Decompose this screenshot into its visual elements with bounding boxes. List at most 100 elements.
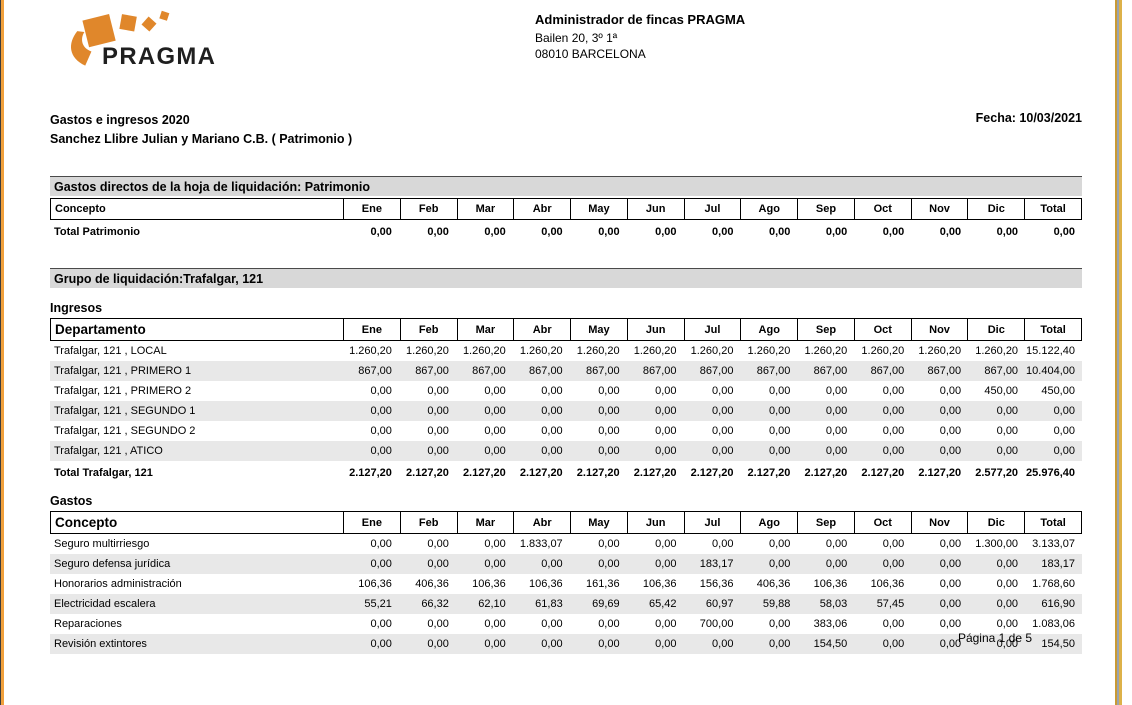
column-header-month: Dic	[967, 512, 1024, 533]
cell-value: 1.833,07	[519, 538, 563, 550]
cell-value: 0,00	[825, 425, 848, 437]
total-cell-value: 2.127,20	[576, 467, 620, 479]
cell-value: 867,00	[813, 365, 848, 377]
table-row: Revisión extintores 0,00 0,00 0,00 0,00 0,00 0…	[50, 634, 1082, 654]
cell-value: 0,00	[882, 385, 905, 397]
cell-value: 0,00	[939, 578, 962, 590]
patrimonio-table: Concepto Ene Feb Mar Abr May Jun Jul Ago Sep Oct No…	[50, 198, 1082, 244]
cell-value: 106,36	[870, 578, 905, 590]
cell-value: 0,00	[825, 558, 848, 570]
column-header-label: Concepto	[55, 203, 106, 215]
table-row: Trafalgar, 121 , LOCAL 1.260,20 1.260,20 1.…	[50, 341, 1082, 361]
cell-value: 0,00	[370, 405, 392, 417]
column-header-month: Ene	[343, 512, 400, 533]
cell-value: 1.260,20	[633, 345, 677, 357]
cell-value: 867,00	[415, 365, 449, 377]
total-cell-value: 0,00	[825, 226, 848, 238]
cell-value: 0,00	[655, 618, 677, 630]
total-cell-value: 2.127,20	[747, 467, 791, 479]
total-cell-value: 2.127,20	[406, 467, 449, 479]
column-header-month: Abr	[513, 199, 570, 219]
column-header-month: Jun	[626, 199, 684, 219]
cell-value: 0,00	[370, 638, 392, 650]
total-cell-value: 0,00	[768, 226, 791, 238]
cell-value: 0,00	[996, 618, 1019, 630]
cell-value: 0,00	[882, 638, 905, 650]
row-label: Trafalgar, 121 , PRIMERO 1	[54, 365, 192, 377]
row-label: Trafalgar, 121 , ATICO	[54, 445, 163, 457]
cell-value: 154,50	[1041, 638, 1075, 650]
total-cell-value: 0,00	[882, 226, 905, 238]
gastos-table: Concepto Ene Feb Mar Abr May Jun Jul Ago Sep Oct No…	[50, 511, 1082, 654]
cell-value: 0,00	[370, 558, 392, 570]
section-bar-trafalgar: Grupo de liquidación:Trafalgar, 121	[50, 268, 1082, 288]
column-header-month: Jul	[683, 199, 741, 219]
cell-value: 0,00	[1053, 445, 1075, 457]
column-header-month: Abr	[513, 319, 570, 340]
column-header-month: Feb	[399, 512, 457, 533]
window-border-right	[1115, 0, 1122, 705]
cell-value: 106,36	[472, 578, 506, 590]
total-cell-value: 0,00	[541, 226, 563, 238]
cell-value: 0,00	[882, 558, 905, 570]
cell-value: 867,00	[358, 365, 392, 377]
total-cell-value: 2.127,20	[462, 467, 506, 479]
column-header-month: Oct	[853, 319, 911, 340]
company-info: Administrador de fincas PRAGMA Bailen 20…	[535, 8, 745, 77]
table-row: Electricidad escalera 55,21 66,32 62,10 61,8…	[50, 594, 1082, 614]
cell-value: 0,00	[712, 385, 734, 397]
cell-value: 867,00	[870, 365, 905, 377]
cell-value: 0,00	[768, 558, 791, 570]
column-header-month: Ene	[343, 319, 400, 340]
cell-value: 0,00	[882, 618, 905, 630]
column-header-month: Jun	[626, 512, 684, 533]
pragma-logo: PRAGMA	[50, 8, 535, 77]
total-row-label: Total Patrimonio	[54, 226, 140, 238]
cell-value: 0,00	[768, 445, 791, 457]
table-row: Trafalgar, 121 , PRIMERO 1 867,00 867,00 86…	[50, 361, 1082, 381]
cell-value: 1.260,20	[975, 345, 1019, 357]
column-header-month: Ago	[740, 512, 797, 533]
cell-value: 0,00	[427, 638, 449, 650]
cell-value: 0,00	[484, 638, 506, 650]
cell-value: 0,00	[825, 385, 848, 397]
cell-value: 0,00	[825, 405, 848, 417]
cell-value: 0,00	[712, 638, 734, 650]
cell-value: 0,00	[1053, 425, 1075, 437]
total-cell-value: 2.127,20	[349, 467, 392, 479]
row-label: Revisión extintores	[54, 638, 147, 650]
column-header-month: Oct	[853, 512, 911, 533]
section-bar-patrimonio: Gastos directos de la hoja de liquidació…	[50, 176, 1082, 196]
column-header-month: May	[570, 199, 627, 219]
cell-value: 0,00	[939, 385, 962, 397]
page-header: PRAGMA Administrador de fincas PRAGMA Ba…	[50, 0, 1082, 77]
cell-value: 0,00	[541, 385, 563, 397]
cell-value: 0,00	[712, 538, 734, 550]
column-header-month: Jun	[626, 319, 684, 340]
cell-value: 55,21	[364, 598, 392, 610]
row-label: Reparaciones	[54, 618, 122, 630]
cell-value: 154,50	[813, 638, 848, 650]
cell-value: 0,00	[484, 385, 506, 397]
cell-value: 0,00	[882, 538, 905, 550]
row-label: Trafalgar, 121 , SEGUNDO 2	[54, 425, 196, 437]
cell-value: 58,03	[819, 598, 848, 610]
cell-value: 450,00	[1041, 385, 1075, 397]
cell-value: 0,00	[996, 638, 1019, 650]
cell-value: 0,00	[939, 618, 962, 630]
cell-value: 0,00	[484, 445, 506, 457]
cell-value: 0,00	[655, 385, 677, 397]
row-label: Electricidad escalera	[54, 598, 156, 610]
cell-value: 0,00	[427, 445, 449, 457]
cell-value: 0,00	[427, 385, 449, 397]
cell-value: 450,00	[984, 385, 1019, 397]
company-address-line2: 08010 BARCELONA	[535, 47, 646, 61]
column-header-month: Total	[1024, 199, 1081, 219]
total-cell-value: 0,00	[712, 226, 734, 238]
cell-value: 0,00	[939, 598, 962, 610]
column-header-month: Mar	[456, 319, 514, 340]
cell-value: 106,36	[813, 578, 848, 590]
cell-value: 1.260,20	[690, 345, 734, 357]
cell-value: 0,00	[939, 445, 962, 457]
column-header-month: Ago	[740, 319, 797, 340]
